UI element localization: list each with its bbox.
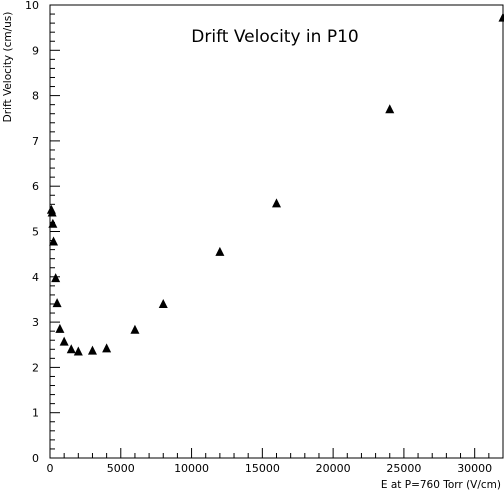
x-tick-label: 25000 [386, 462, 421, 475]
x-axis: 0 5000 10000 15000 20000 25000 30000 [47, 448, 504, 475]
x-tick-label: 15000 [245, 462, 280, 475]
data-point [158, 298, 168, 308]
data-point [102, 343, 112, 353]
x-tick-label: 5000 [107, 462, 135, 475]
data-point [55, 323, 65, 333]
data-point [130, 324, 140, 334]
data-point [48, 218, 58, 228]
y-tick-label: 0 [32, 452, 39, 465]
y-tick-label: 4 [32, 271, 39, 284]
data-point [73, 346, 83, 356]
data-point [52, 298, 62, 308]
y-tick-label: 1 [32, 407, 39, 420]
y-axis-label: Drift Velocity (cm/us) [2, 12, 14, 123]
y-tick-label: 3 [32, 316, 39, 329]
y-tick-label: 6 [32, 180, 39, 193]
x-tick-label: 10000 [174, 462, 209, 475]
data-point [66, 344, 76, 354]
chart-title: Drift Velocity in P10 [191, 27, 358, 47]
x-tick-label: 30000 [457, 462, 492, 475]
data-point [385, 104, 395, 114]
x-tick-label: 0 [47, 462, 54, 475]
plot-frame [49, 4, 504, 459]
x-tick-label: 20000 [316, 462, 351, 475]
y-tick-label: 8 [32, 90, 39, 103]
data-point [49, 236, 59, 246]
y-axis: 0 1 2 3 4 5 6 7 8 9 10 [25, 0, 60, 465]
x-axis-label: E at P=760 Torr (V/cm) [381, 479, 501, 491]
y-tick-label: 2 [32, 361, 39, 374]
data-point [47, 207, 57, 217]
data-point [498, 12, 504, 22]
y-tick-label: 9 [32, 44, 39, 57]
data-point [272, 198, 281, 208]
y-tick-label: 5 [32, 226, 39, 239]
data-point [215, 246, 225, 256]
data-point [51, 273, 61, 283]
data-points [46, 12, 504, 356]
y-tick-label: 7 [32, 135, 39, 148]
data-point [87, 345, 97, 355]
data-point [59, 336, 69, 346]
y-tick-label: 10 [25, 0, 39, 12]
